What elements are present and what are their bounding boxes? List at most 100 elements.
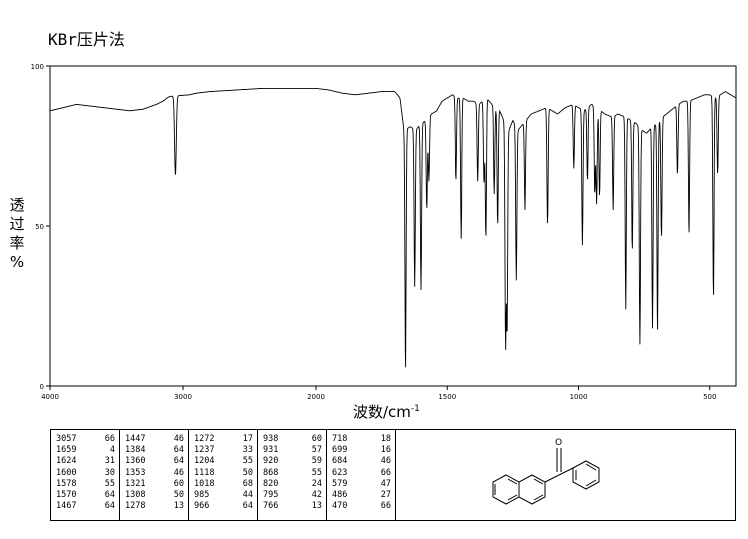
peak-transmittance: 31 xyxy=(104,456,115,467)
peak-wavenumber: 1237 xyxy=(194,445,215,456)
peak-table-row: 718 18 xyxy=(327,434,395,445)
peak-table-row: 3057 66 xyxy=(51,434,119,445)
peak-wavenumber: 1308 xyxy=(125,490,146,501)
peak-transmittance: 33 xyxy=(242,445,253,456)
naphthalene-ring xyxy=(492,474,546,505)
peak-table-row: 795 42 xyxy=(258,490,326,501)
peak-table-row: 820 24 xyxy=(258,479,326,490)
peak-transmittance: 55 xyxy=(104,478,115,489)
y-tick-label: 100 xyxy=(31,63,44,71)
peak-table-row: 1278 13 xyxy=(120,501,188,512)
peak-transmittance: 17 xyxy=(242,434,253,444)
peak-wavenumber: 470 xyxy=(332,501,348,512)
y-axis-label-char: 透 xyxy=(9,196,25,214)
peak-transmittance: 64 xyxy=(173,456,184,467)
peak-table-row: 1624 31 xyxy=(51,456,119,467)
peak-transmittance: 13 xyxy=(173,501,184,512)
peak-table-row: 1237 33 xyxy=(189,445,257,456)
peak-table-row: 1118 50 xyxy=(189,468,257,479)
peak-table-row: 1018 68 xyxy=(189,479,257,490)
x-axis-label: 波数/cm-1 xyxy=(353,401,420,422)
peak-transmittance: 30 xyxy=(104,467,115,478)
peak-transmittance: 66 xyxy=(380,467,391,478)
peak-wavenumber: 1600 xyxy=(56,467,77,478)
x-tick-label: 500 xyxy=(703,393,716,400)
peak-transmittance: 64 xyxy=(173,445,184,456)
x-tick-label: 1000 xyxy=(570,393,588,400)
peak-transmittance: 64 xyxy=(242,501,253,512)
peak-transmittance: 46 xyxy=(173,467,184,478)
ir-spectrum-chart: 0 50 100 4000 3000 2000 1500 1000 500 xyxy=(31,63,737,400)
peak-transmittance: 18 xyxy=(380,434,391,444)
peak-table-row: 1308 50 xyxy=(120,490,188,501)
peak-table: 3057 66 1659 4 1624 31 1600 30 1578 55 1570 64 1467 6… xyxy=(50,429,736,521)
peak-wavenumber: 1447 xyxy=(125,434,146,444)
peak-transmittance: 60 xyxy=(311,434,322,444)
peak-table-row: 868 55 xyxy=(258,468,326,479)
peak-wavenumber: 1384 xyxy=(125,445,146,456)
peak-wavenumber: 718 xyxy=(332,434,348,444)
y-tick-label: 0 xyxy=(40,383,44,391)
carbonyl-group xyxy=(544,448,574,483)
peak-transmittance: 47 xyxy=(380,478,391,489)
peak-transmittance: 55 xyxy=(311,467,322,478)
peak-wavenumber: 868 xyxy=(263,467,279,478)
peak-wavenumber: 1360 xyxy=(125,456,146,467)
peak-table-row: 1384 64 xyxy=(120,445,188,456)
peak-wavenumber: 623 xyxy=(332,467,348,478)
peak-transmittance: 55 xyxy=(242,456,253,467)
peak-transmittance: 4 xyxy=(109,445,115,456)
peak-table-row: 1467 64 xyxy=(51,501,119,512)
peak-table-row: 623 66 xyxy=(327,468,395,479)
peak-transmittance: 27 xyxy=(380,490,391,501)
peak-wavenumber: 1018 xyxy=(194,478,215,489)
peak-table-row: 985 44 xyxy=(189,490,257,501)
peak-transmittance: 46 xyxy=(173,434,184,444)
peak-table-row: 1321 60 xyxy=(120,479,188,490)
peak-transmittance: 42 xyxy=(311,490,322,501)
x-axis-label-text: 波数/cm xyxy=(353,403,411,421)
peak-wavenumber: 486 xyxy=(332,490,348,501)
peak-transmittance: 64 xyxy=(104,501,115,512)
peak-transmittance: 68 xyxy=(242,478,253,489)
y-ticks: 0 50 100 xyxy=(31,63,50,391)
peak-table-row: 684 46 xyxy=(327,456,395,467)
y-axis-label-char: 过 xyxy=(9,215,25,233)
peak-table-row: 699 16 xyxy=(327,445,395,456)
peak-wavenumber: 1321 xyxy=(125,478,146,489)
peak-wavenumber: 1467 xyxy=(56,501,77,512)
spectrum-line xyxy=(49,87,737,368)
peak-table-column: 938 60 931 57 920 59 868 55 820 24 795 42 766 13 xyxy=(258,430,327,520)
peak-wavenumber: 920 xyxy=(263,456,279,467)
peak-table-row: 1360 64 xyxy=(120,456,188,467)
x-tick-label: 2000 xyxy=(307,393,325,400)
y-axis-label-char: 率 xyxy=(9,234,25,252)
structure-area: O xyxy=(396,430,735,520)
peak-wavenumber: 1659 xyxy=(56,445,77,456)
peak-transmittance: 24 xyxy=(311,478,322,489)
x-tick-label: 4000 xyxy=(41,393,59,400)
peak-table-row: 1447 46 xyxy=(120,434,188,445)
peak-transmittance: 50 xyxy=(173,490,184,501)
peak-wavenumber: 1578 xyxy=(56,478,77,489)
molecule-structure: O xyxy=(492,438,600,505)
peak-wavenumber: 699 xyxy=(332,445,348,456)
x-tick-label: 1500 xyxy=(438,393,456,400)
peak-table-row: 1353 46 xyxy=(120,468,188,479)
y-tick-label: 50 xyxy=(35,223,44,231)
peak-table-row: 1272 17 xyxy=(189,434,257,445)
peak-wavenumber: 985 xyxy=(194,490,210,501)
peak-transmittance: 66 xyxy=(380,501,391,512)
y-axis-label: 透 过 率 % xyxy=(6,196,28,272)
peak-table-row: 579 47 xyxy=(327,479,395,490)
peak-wavenumber: 766 xyxy=(263,501,279,512)
peak-transmittance: 50 xyxy=(242,467,253,478)
peak-transmittance: 13 xyxy=(311,501,322,512)
peak-wavenumber: 931 xyxy=(263,445,279,456)
peak-transmittance: 16 xyxy=(380,445,391,456)
peak-table-column: 1447 46 1384 64 1360 64 1353 46 1321 60 1308 50 1278… xyxy=(120,430,189,520)
peak-table-row: 470 66 xyxy=(327,501,395,512)
x-tick-label: 3000 xyxy=(174,393,192,400)
plot-frame xyxy=(49,65,737,387)
peak-table-row: 766 13 xyxy=(258,501,326,512)
